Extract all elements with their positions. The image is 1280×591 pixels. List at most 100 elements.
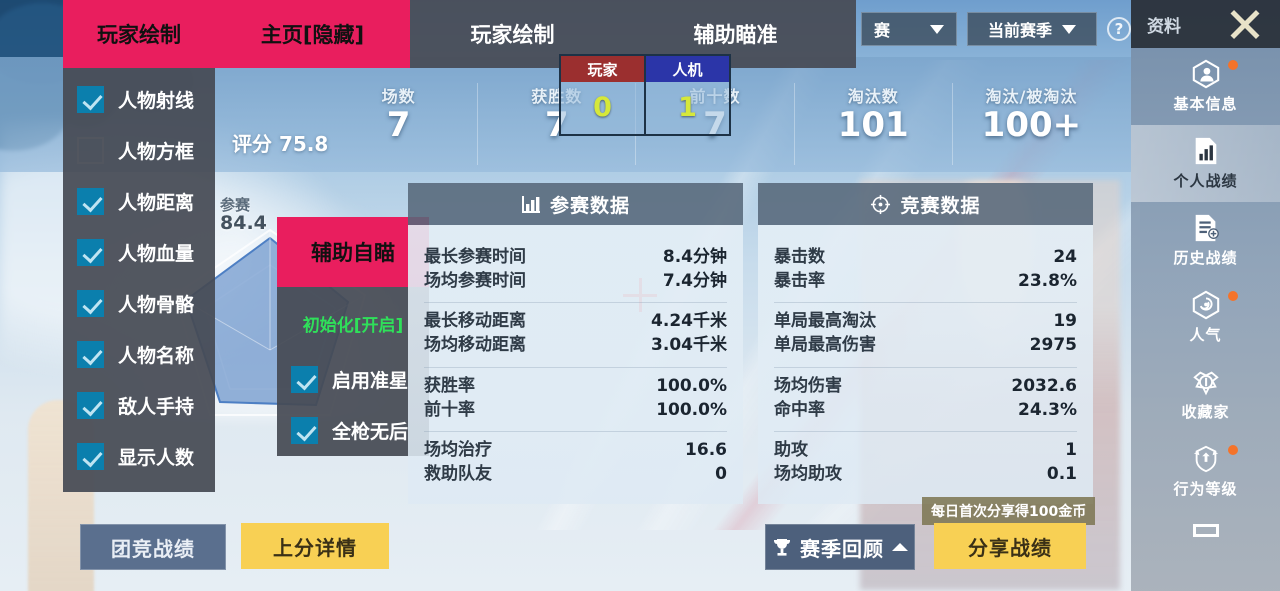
stat-value: 1 [1065, 439, 1077, 460]
sidebar-title: 资料 [1147, 16, 1181, 37]
checkbox-icon[interactable] [77, 341, 104, 368]
notification-dot-icon [1228, 445, 1238, 455]
hud-stat-key: 淘汰/被淘汰 [985, 87, 1078, 106]
cheat-option-label: 人物射线 [118, 90, 195, 112]
cheat-option-row[interactable]: 敌人手持 [63, 380, 215, 431]
stat-row: 暴击数 24 [774, 245, 1077, 269]
counter-column-player: 玩家 0 [561, 56, 644, 134]
cheat-option-row[interactable]: 人物名称 [63, 329, 215, 380]
combat-data-card: 竞赛数据 暴击数 24 暴击率 23.8% 单局最高淘汰 19 单局最高 [758, 183, 1093, 504]
hud-stat-value: 101 [837, 105, 909, 145]
sidebar-item-popularity[interactable]: 人气 [1131, 279, 1280, 356]
season-review-label: 赛季回顾 [800, 536, 884, 561]
stat-value: 8.4分钟 [662, 247, 727, 267]
cheat-menu-bar: 主页[隐藏] 玩家绘制 辅助瞄准 [215, 0, 856, 68]
stat-row: 命中率 24.3% [774, 398, 1077, 422]
stat-value: 7.4分钟 [662, 271, 727, 292]
stat-row: 单局最高淘汰 19 [774, 309, 1077, 333]
chevron-down-icon [1062, 24, 1076, 34]
season-dropdown[interactable]: 当前赛季 [967, 12, 1097, 46]
stat-row: 场均助攻 0.1 [774, 462, 1077, 486]
stat-group: 单局最高淘汰 19 单局最高伤害 2975 [774, 303, 1077, 368]
sidebar-item-label: 收藏家 [1181, 403, 1230, 421]
hud-stat-item: 场数 7 [320, 83, 479, 165]
share-reward-tooltip: 每日首次分享得100金币 [922, 497, 1096, 532]
checkbox-icon[interactable] [77, 86, 104, 113]
checkbox-icon[interactable] [77, 443, 104, 470]
notification-dot-icon [1228, 60, 1238, 70]
stat-key: 场均伤害 [774, 375, 842, 396]
bar-chart-icon [521, 195, 540, 213]
stat-group: 暴击数 24 暴击率 23.8% [774, 239, 1077, 304]
trophy-icon [774, 538, 790, 556]
sidebar-item-label: 历史战绩 [1173, 249, 1238, 267]
stat-key: 场均移动距离 [424, 335, 526, 356]
rose-icon [1192, 290, 1219, 320]
radar-axis-label: 参赛 84.4 [220, 196, 267, 234]
season-review-button[interactable]: 赛季回顾 [765, 524, 915, 570]
cheat-option-row[interactable]: 人物距离 [63, 176, 215, 227]
cheat-tab-aim-assist[interactable]: 辅助瞄准 [693, 23, 778, 47]
cheat-tab-home[interactable]: 主页[隐藏] [215, 0, 410, 68]
stat-row: 场均参赛时间 7.4分钟 [424, 269, 727, 293]
cheat-panel-aim-assist: 辅助自瞄 初始化[开启] 启用准星 全枪无后 [277, 217, 429, 456]
rating-score: 评分 75.8 [232, 132, 329, 156]
cheat-option-row[interactable]: 全枪无后 [277, 405, 429, 456]
stat-key: 命中率 [774, 399, 825, 420]
checkbox-icon[interactable] [77, 392, 104, 419]
stat-value: 0 [715, 463, 727, 484]
cheat-option-row[interactable]: 人物血量 [63, 227, 215, 278]
sidebar-item-collector[interactable]: 收藏家 [1131, 356, 1280, 433]
stat-key: 单局最高淘汰 [774, 311, 876, 332]
counter-header: 人机 [646, 56, 729, 82]
cheat-option-label: 人物方框 [118, 141, 195, 163]
stat-group: 最长参赛时间 8.4分钟 场均参赛时间 7.4分钟 [424, 239, 727, 304]
mode-dropdown-value: 赛 [874, 21, 891, 40]
stat-value: 24 [1053, 247, 1077, 267]
stat-row: 暴击率 23.8% [774, 269, 1077, 293]
counter-header: 玩家 [561, 56, 644, 82]
stats-doc-icon [1195, 137, 1216, 165]
team-record-button[interactable]: 团竞战绩 [80, 524, 226, 570]
stat-value: 0.1 [1046, 463, 1077, 484]
sidebar-item-history-record[interactable]: 历史战绩 [1131, 202, 1280, 279]
card-title: 参赛数据 [549, 194, 630, 217]
stat-row: 单局最高伤害 2975 [774, 333, 1077, 357]
cheat-option-row[interactable]: 人物骨骼 [63, 278, 215, 329]
share-record-button[interactable]: 分享战绩 [934, 523, 1086, 569]
hud-stat-value: 7 [386, 105, 411, 145]
chevron-down-icon [930, 24, 944, 34]
checkbox-icon[interactable] [291, 417, 318, 444]
close-icon[interactable] [1224, 5, 1266, 43]
checkbox-icon[interactable] [77, 290, 104, 317]
stat-row: 救助队友 0 [424, 462, 727, 486]
cheat-option-row[interactable]: 人物射线 [63, 74, 215, 125]
stat-key: 暴击率 [774, 271, 825, 292]
sidebar-item-personal-record[interactable]: 个人战绩 [1131, 125, 1280, 202]
help-icon[interactable]: ? [1107, 17, 1131, 41]
sidebar-more-button[interactable] [1131, 510, 1280, 550]
checkbox-icon[interactable] [77, 239, 104, 266]
stat-key: 最长移动距离 [424, 311, 526, 332]
stat-value: 4.24千米 [651, 311, 727, 332]
cheat-option-row[interactable]: 启用准星 [277, 354, 429, 405]
stat-row: 助攻 1 [774, 438, 1077, 462]
sidebar-item-basic-info[interactable]: 基本信息 [1131, 48, 1280, 125]
sidebar-item-behavior-level[interactable]: 行为等级 [1131, 433, 1280, 510]
hud-stat-value: 100+ [981, 105, 1082, 145]
mode-dropdown[interactable]: 赛 [861, 12, 957, 46]
cheat-option-label: 人物骨骼 [118, 294, 195, 316]
rank-detail-button[interactable]: 上分详情 [241, 523, 389, 569]
stat-value: 2975 [1029, 335, 1077, 356]
cheat-option-row[interactable]: 人物方框 [63, 125, 215, 176]
cheat-option-row[interactable]: 显示人数 [63, 431, 215, 482]
cheat-tab-player-draw[interactable]: 玩家绘制 [470, 23, 555, 47]
stat-value: 16.6 [685, 439, 727, 460]
stat-value: 100.0% [656, 375, 727, 396]
checkbox-icon[interactable] [77, 137, 104, 164]
cheat-option-label: 敌人手持 [118, 396, 195, 418]
checkbox-icon[interactable] [77, 188, 104, 215]
cheat-panel-player-draw: 玩家绘制 人物射线 人物方框 人物距离 人物血量 人物骨骼 [63, 0, 215, 492]
checkbox-icon[interactable] [291, 366, 318, 393]
